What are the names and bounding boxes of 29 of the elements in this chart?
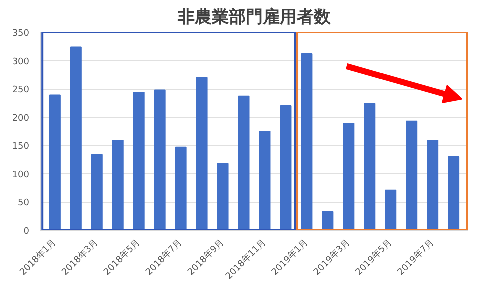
y-tick-label: 50 (18, 198, 30, 209)
y-tick-label: 300 (12, 57, 30, 68)
bar (301, 53, 313, 230)
bar (217, 163, 229, 230)
y-tick-label: 150 (12, 142, 30, 152)
bar (343, 123, 355, 230)
bar (448, 156, 460, 230)
bar (385, 190, 397, 230)
y-tick-label: 350 (12, 29, 30, 39)
bar (133, 92, 145, 230)
bar (154, 90, 166, 230)
bar (238, 96, 250, 230)
bar (406, 120, 418, 230)
bar (91, 154, 103, 230)
bar (175, 146, 187, 230)
bar (280, 106, 292, 230)
bar (112, 140, 124, 230)
y-tick-label: 100 (12, 170, 30, 180)
bar (196, 77, 208, 230)
bar (364, 103, 376, 230)
bar (70, 46, 82, 230)
y-tick-label: 0 (24, 227, 30, 237)
bar (259, 131, 271, 230)
bar (322, 211, 334, 230)
y-tick-label: 200 (12, 114, 30, 124)
bar (427, 140, 439, 230)
bar (49, 94, 61, 230)
chart-title: 非農業部門雇用者数 (177, 8, 332, 28)
y-tick-label: 250 (12, 86, 30, 96)
